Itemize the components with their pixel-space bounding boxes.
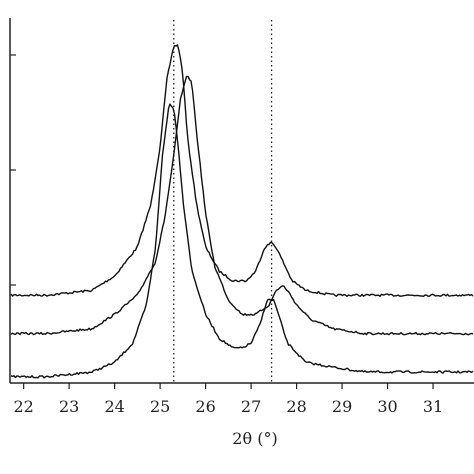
x-tick-label: 26 bbox=[195, 397, 215, 416]
x-tick-label: 23 bbox=[59, 397, 79, 416]
x-tick-label: 22 bbox=[13, 397, 33, 416]
reference-lines bbox=[173, 20, 273, 383]
series-line bbox=[10, 44, 474, 297]
x-tick-label: 28 bbox=[286, 397, 306, 416]
x-tick-label: 27 bbox=[241, 397, 261, 416]
axes bbox=[9, 18, 474, 384]
series-line bbox=[10, 103, 474, 379]
x-axis-title: 2θ (°) bbox=[232, 429, 277, 448]
x-tick-label: 29 bbox=[332, 397, 352, 416]
series-line bbox=[10, 75, 474, 336]
x-tick-label: 31 bbox=[423, 397, 443, 416]
x-ticks: 22 23 24 25 26 27 28 29 30 31 bbox=[13, 383, 443, 416]
x-tick-label: 30 bbox=[377, 397, 397, 416]
x-tick-label: 24 bbox=[104, 397, 124, 416]
series-layer bbox=[10, 44, 474, 379]
x-tick-label: 25 bbox=[150, 397, 170, 416]
